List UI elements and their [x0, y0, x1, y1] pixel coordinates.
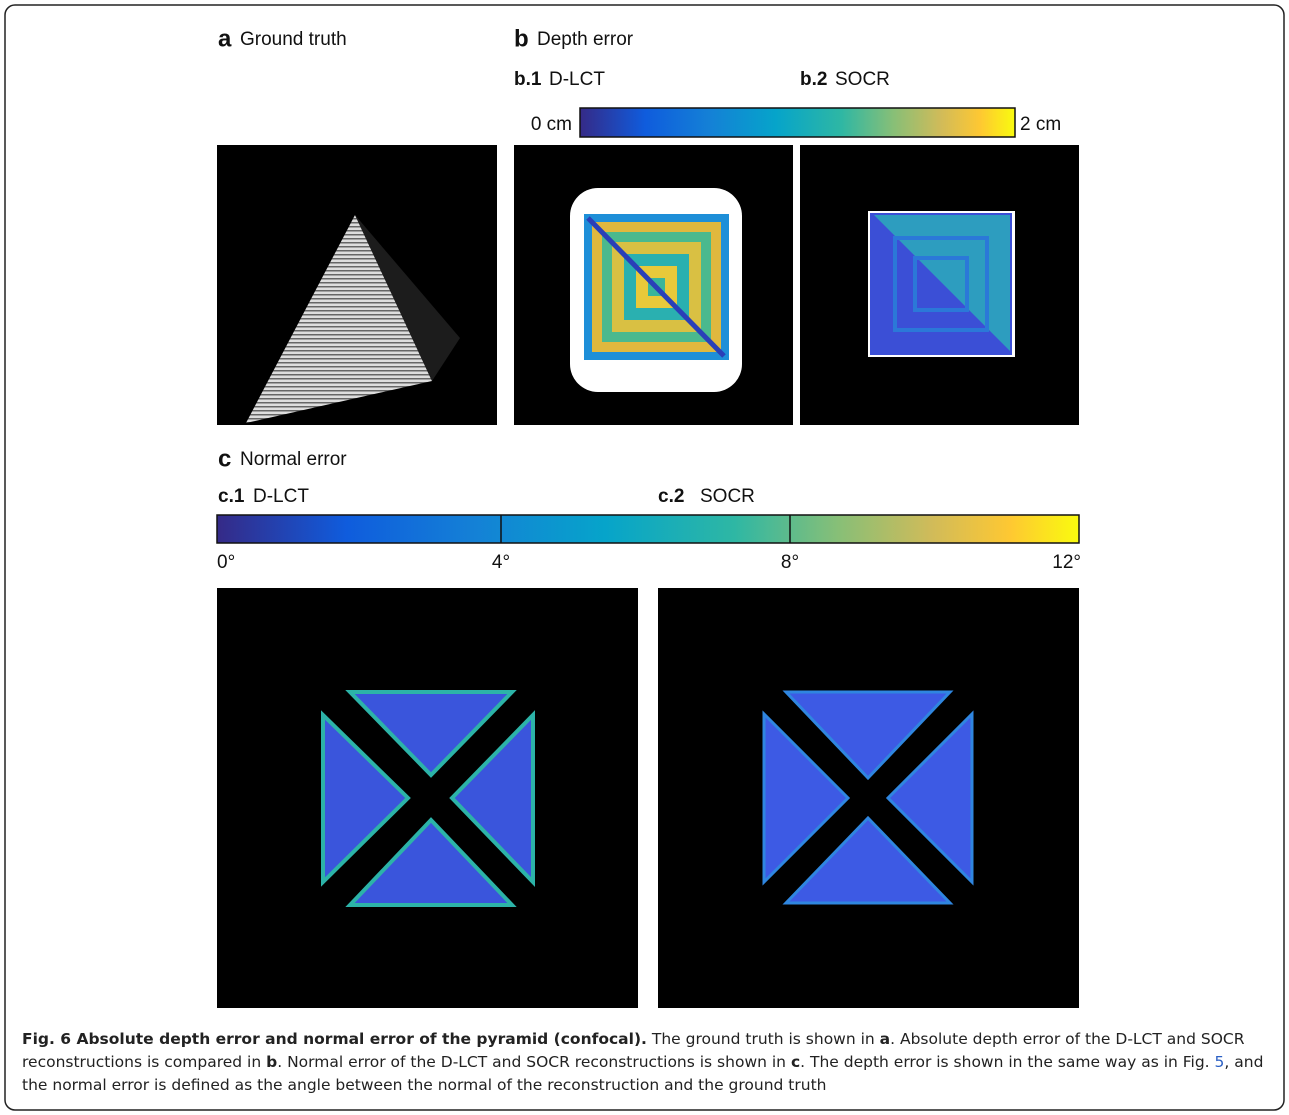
sub-name: D-LCT: [253, 486, 309, 507]
colorbar: [580, 108, 1015, 137]
caption-text: . The depth error is shown in the same w…: [800, 1053, 1214, 1071]
caption-text: a: [880, 1030, 890, 1048]
caption: Fig. 6 Absolute depth error and normal e…: [22, 1028, 1272, 1097]
image: [658, 588, 1079, 1008]
colorbar-label: 0 cm: [531, 114, 572, 135]
panel-letter: b: [514, 25, 529, 52]
colorbar: [217, 515, 1079, 543]
colorbar-tick-label: 4°: [492, 552, 510, 573]
page: a Ground truth b Depth error b.1 D-LCT b…: [0, 0, 1289, 1115]
colorbar-label: 2 cm: [1020, 114, 1061, 135]
colorbar-tick-label: 0°: [217, 552, 235, 573]
caption-title: Fig. 6 Absolute depth error and normal e…: [22, 1030, 647, 1048]
sub-label: c.1: [218, 486, 245, 507]
panel-title: Ground truth: [240, 29, 347, 50]
panel-title: Depth error: [537, 29, 634, 50]
sub-label: b.1: [514, 69, 542, 90]
caption-text: b: [266, 1053, 277, 1071]
colorbar-tick-label: 8°: [781, 552, 799, 573]
caption-text: . Normal error of the D-LCT and SOCR rec…: [277, 1053, 791, 1071]
sub-name: SOCR: [835, 69, 890, 90]
figure: a Ground truth b Depth error b.1 D-LCT b…: [0, 0, 1289, 1115]
figure-link[interactable]: 5: [1215, 1053, 1225, 1071]
sub-name: D-LCT: [549, 69, 605, 90]
sub-label: c.2: [658, 486, 684, 507]
sub-label: b.2: [800, 69, 827, 90]
panel-letter: c: [218, 445, 231, 472]
sub-name: SOCR: [700, 486, 755, 507]
panel-letter: a: [218, 25, 232, 52]
panel-title: Normal error: [240, 449, 347, 470]
image: [217, 588, 638, 1008]
caption-text: The ground truth is shown in: [647, 1030, 880, 1048]
colorbar-tick-label: 12°: [1052, 552, 1081, 573]
caption-text: c: [791, 1053, 800, 1071]
